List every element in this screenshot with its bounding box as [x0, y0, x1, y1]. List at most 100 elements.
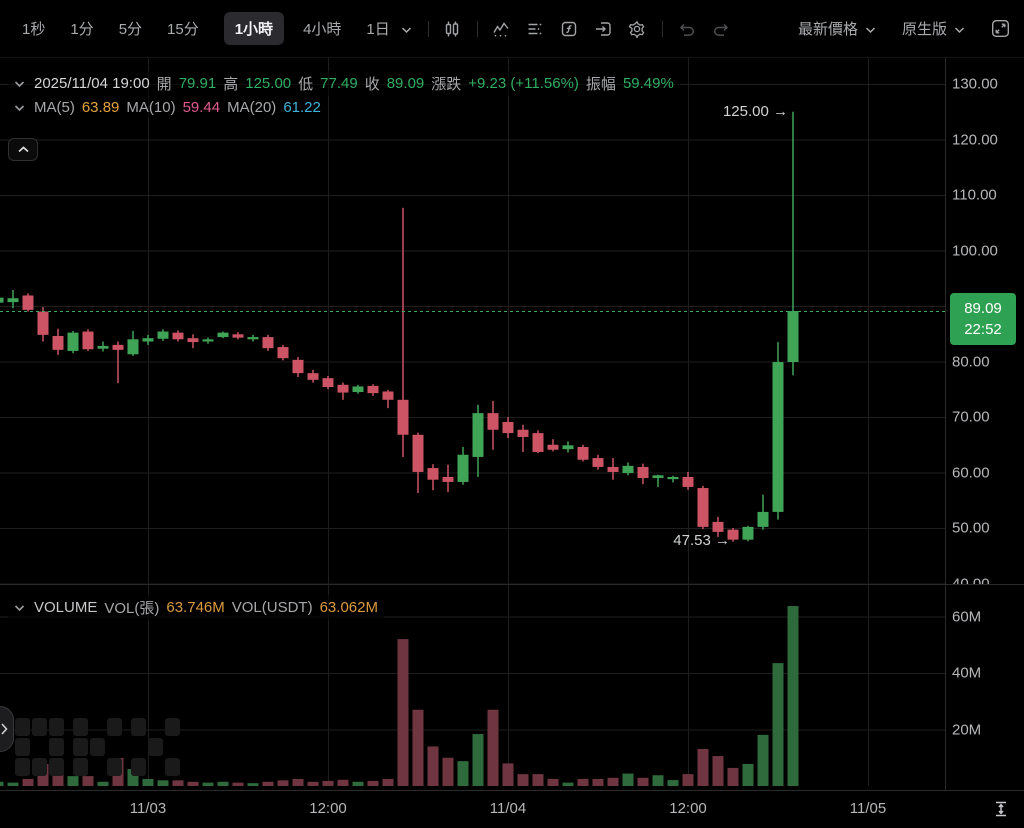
- candle-body: [772, 362, 784, 512]
- candle-body: [727, 529, 739, 540]
- volume-bar: [472, 734, 484, 786]
- candle-body: [547, 444, 559, 450]
- candle-body: [382, 391, 394, 400]
- chevron-down-icon[interactable]: [14, 604, 25, 612]
- volume-bar: [52, 766, 64, 786]
- native-version-dropdown[interactable]: 原生版: [902, 18, 965, 39]
- candle-body: [607, 466, 619, 472]
- volume-bar: [607, 777, 619, 786]
- timeframe-button-1s[interactable]: 1秒: [22, 21, 46, 38]
- candle-body: [637, 466, 649, 479]
- volume-bar: [622, 773, 634, 786]
- volume-bar: [202, 782, 214, 786]
- volume-bar: [262, 781, 274, 786]
- change-label: 漲跌: [431, 76, 462, 93]
- candle-body: [247, 337, 259, 340]
- timeframe-button-1d[interactable]: 1日: [366, 21, 390, 38]
- candle-body: [22, 295, 34, 310]
- watermark-block: [73, 718, 88, 736]
- time-axis-label: 12:00: [309, 800, 347, 817]
- indicator-list-icon[interactable]: [526, 20, 544, 38]
- redo-icon[interactable]: [712, 20, 731, 38]
- timeframe-button-1h-selected[interactable]: 1小時: [223, 12, 285, 45]
- candle-body: [127, 339, 139, 355]
- replay-icon[interactable]: [594, 20, 612, 38]
- high-price-annotation: 125.00 →: [722, 103, 788, 120]
- time-axis-label: 11/05: [849, 800, 887, 817]
- candlestick-style-icon[interactable]: [443, 20, 461, 38]
- formula-fx-icon[interactable]: [560, 20, 578, 38]
- high-value: 125.00: [245, 75, 292, 92]
- volume-axis-label: 60M: [952, 608, 982, 625]
- candle-body: [337, 384, 349, 393]
- watermark-glyph: [131, 718, 180, 776]
- volume-readout: VOLUME VOL(張) 63.746M VOL(USDT) 63.062M: [8, 595, 384, 620]
- price-axis-label: 100.00: [952, 242, 998, 259]
- ma-readout: MA(5) 63.89 MA(10) 59.44 MA(20) 61.22: [8, 97, 327, 118]
- pane-expander-button[interactable]: [0, 706, 14, 752]
- candle-body: [487, 413, 499, 430]
- countdown-timer: 22:52: [964, 321, 1002, 338]
- vol-usdt-label: VOL(USDT): [231, 599, 313, 616]
- volume-bar: [442, 757, 454, 786]
- candlestick-chart[interactable]: [0, 58, 1024, 790]
- candle-body: [622, 465, 634, 474]
- time-axis[interactable]: 11/03 12:00 11/04 12:00 11/05: [0, 790, 1024, 828]
- latest-price-dropdown[interactable]: 最新價格: [798, 18, 876, 39]
- okx-watermark: [15, 718, 180, 776]
- watermark-block: [165, 738, 180, 756]
- volume-bar: [562, 782, 574, 786]
- volume-bar: [22, 778, 34, 786]
- timeframe-button-1m[interactable]: 1分: [70, 21, 94, 38]
- amplitude-value: 59.49%: [622, 75, 674, 92]
- vol-contracts-value: 63.746M: [166, 599, 225, 616]
- chart-region[interactable]: 130.00120.00110.00100.0090.0080.0070.006…: [0, 58, 1024, 790]
- volume-bar: [592, 778, 604, 786]
- collapse-panel-button[interactable]: [8, 138, 38, 161]
- chevron-down-icon[interactable]: [14, 80, 25, 88]
- volume-bar: [457, 761, 469, 786]
- indicators-icon[interactable]: [492, 20, 510, 38]
- low-price-annotation: 47.53 →: [673, 532, 730, 549]
- fullscreen-icon[interactable]: [991, 19, 1010, 38]
- volume-bar: [667, 780, 679, 786]
- chevron-down-icon[interactable]: [14, 104, 25, 112]
- candle-body: [442, 476, 454, 482]
- candle-body: [592, 458, 604, 467]
- current-price-value: 89.09: [964, 300, 1002, 317]
- watermark-glyph: [15, 718, 64, 776]
- time-axis-label: 11/03: [129, 800, 167, 817]
- candle-body: [667, 476, 679, 480]
- timeframe-button-4h[interactable]: 4小時: [303, 21, 342, 38]
- volume-bar: [7, 782, 19, 786]
- timeframe-button-15m[interactable]: 15分: [167, 21, 199, 38]
- price-axis[interactable]: 130.00120.00110.00100.0090.0080.0070.006…: [0, 58, 1024, 585]
- undo-icon[interactable]: [677, 20, 696, 38]
- low-value: 77.49: [320, 75, 358, 92]
- scale-fit-icon[interactable]: [992, 799, 1010, 819]
- watermark-block: [32, 718, 47, 736]
- candle-body: [697, 488, 709, 527]
- candle-body: [577, 446, 589, 460]
- candle-body: [757, 511, 769, 527]
- time-axis-label: 11/04: [489, 800, 527, 817]
- candle-body: [157, 331, 169, 339]
- candle-body: [37, 311, 49, 335]
- volume-bar: [682, 774, 694, 786]
- watermark-block: [49, 718, 64, 736]
- open-label: 開: [156, 76, 172, 93]
- candle-body: [262, 337, 274, 349]
- watermark-block: [107, 758, 122, 776]
- timeframe-more-chevron-down-icon[interactable]: [401, 26, 412, 34]
- settings-gear-icon[interactable]: [628, 20, 646, 38]
- watermark-glyph: [73, 718, 122, 776]
- vol-usdt-value: 63.062M: [319, 599, 378, 616]
- volume-axis-label: 40M: [952, 664, 982, 682]
- volume-bar: [142, 778, 154, 786]
- volume-bar: [157, 780, 169, 786]
- timeframe-button-5m[interactable]: 5分: [118, 21, 143, 38]
- close-value: 89.09: [386, 75, 425, 92]
- volume-bar: [352, 781, 364, 786]
- watermark-block: [32, 758, 47, 776]
